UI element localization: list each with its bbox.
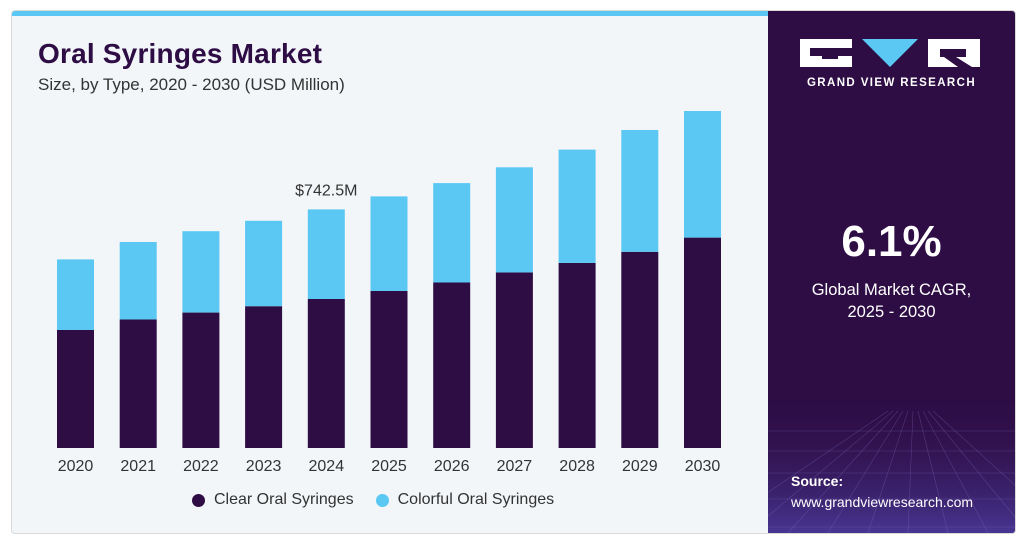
sidebar-panel: GRAND VIEW RESEARCH 6.1% Global Market C… (768, 11, 1015, 533)
bar-clear-2023 (245, 306, 283, 448)
bar-colorful-2022 (182, 231, 220, 313)
brand-logo (800, 39, 980, 67)
x-tick-label-2024: 2024 (309, 458, 345, 475)
source-url[interactable]: www.grandviewresearch.com (791, 494, 974, 510)
bar-colorful-2025 (370, 196, 408, 291)
brand-name: GRAND VIEW RESEARCH (806, 77, 977, 89)
x-tick-label-2029: 2029 (622, 458, 658, 475)
bar-colorful-2028 (558, 149, 596, 263)
legend-label-clear: Clear Oral Syringes (214, 491, 354, 508)
x-tick-label-2028: 2028 (559, 458, 595, 475)
bar-colorful-2027 (495, 167, 533, 273)
cagr-label-line1: Global Market CAGR, (811, 281, 972, 299)
bar-clear-2022 (182, 312, 220, 448)
chart-subtitle: Size, by Type, 2020 - 2030 (USD Million) (38, 75, 345, 94)
bar-clear-2020 (57, 330, 94, 448)
x-tick-label-2023: 2023 (246, 458, 282, 475)
bar-clear-2030 (684, 237, 721, 448)
x-tick-label-2022: 2022 (183, 458, 219, 475)
sidebar-texture (768, 391, 1015, 533)
bar-clear-2028 (558, 262, 596, 448)
bar-colorful-2024 (307, 209, 345, 299)
cagr-label-line2: 2025 - 2030 (847, 303, 936, 321)
bar-clear-2026 (433, 282, 471, 448)
source-label: Source: (791, 473, 844, 489)
x-tick-label-2025: 2025 (371, 458, 407, 475)
bar-colorful-2021 (119, 242, 157, 320)
bar-colorful-2026 (433, 183, 471, 283)
legend-swatch-colorful (375, 493, 389, 507)
legend-swatch-clear (192, 493, 205, 507)
accent-bar (12, 11, 768, 16)
bar-colorful-2030 (684, 111, 721, 238)
legend-item-clear: Clear Oral Syringes (192, 491, 354, 509)
x-tick-label-2021: 2021 (120, 458, 156, 475)
bar-colorful-2029 (621, 130, 659, 252)
cagr-value: 6.1% (841, 217, 942, 266)
bar-clear-2024 (307, 299, 345, 448)
bar-colorful-2020 (57, 259, 94, 330)
bar-clear-2029 (621, 251, 659, 448)
bar-clear-2027 (495, 272, 533, 448)
bar-colorful-2023 (245, 220, 283, 307)
bar-clear-2025 (370, 291, 408, 448)
data-label-2024: $742.5M (295, 182, 357, 199)
stacked-bar-chart: 2020 2021 2022 2023 2024 2025 2026 2027 2028 2029… (57, 111, 721, 475)
legend-label-colorful: Colorful Oral Syringes (397, 491, 555, 508)
x-tick-label-2026: 2026 (434, 458, 470, 475)
chart-title: Oral Syringes Market (38, 38, 323, 69)
x-tick-label-2020: 2020 (58, 458, 94, 475)
bar-clear-2021 (119, 319, 157, 448)
x-tick-label-2030: 2030 (685, 458, 721, 475)
cagr-label: Global Market CAGR, 2025 - 2030 (768, 279, 1015, 323)
chart-legend: Clear Oral Syringes Colorful Oral Syring… (192, 491, 554, 509)
legend-item-colorful: Colorful Oral Syringes (375, 491, 555, 509)
x-tick-label-2027: 2027 (497, 458, 533, 475)
infographic-card: Oral Syringes Market Size, by Type, 2020… (11, 10, 1016, 534)
